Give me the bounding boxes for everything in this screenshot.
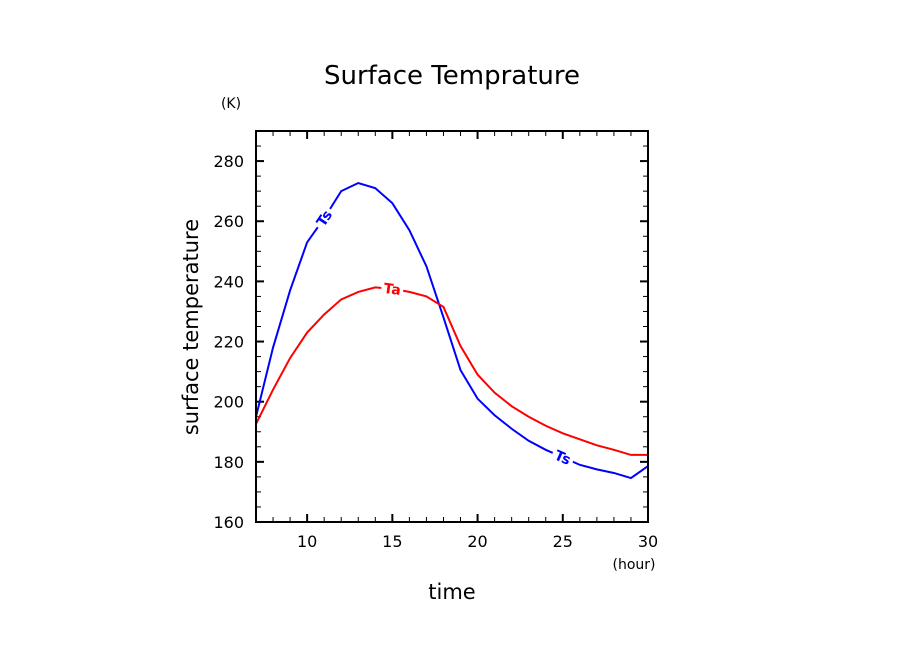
y-tick-label: 200: [213, 393, 244, 412]
y-axis-label: surface temperature: [179, 219, 203, 435]
series-label-ta: Ta: [383, 281, 402, 299]
x-tick-label: 20: [467, 532, 487, 551]
series-line-ts: [255, 181, 649, 480]
y-tick-label: 220: [213, 333, 244, 352]
x-unit-label: (hour): [613, 557, 656, 573]
x-axis-label: time: [428, 580, 475, 604]
y-tick-label: 260: [213, 212, 244, 231]
chart-title: Surface Temprature: [324, 61, 580, 91]
y-unit-label: (K): [221, 96, 241, 112]
y-tick-label: 240: [213, 272, 244, 291]
contour-label-bg: [311, 204, 337, 232]
series-label-ts: Ts: [314, 208, 336, 230]
series-label-ts: Ts: [552, 448, 573, 469]
series-lines: Ts Ts Ta: [255, 181, 649, 480]
series-line-ta: [255, 286, 648, 456]
y-tick-label: 180: [213, 453, 244, 472]
x-tick-label: 30: [638, 532, 658, 551]
contour-label-bg: [380, 279, 405, 299]
tick-labels: 10 15 20 25 30 160 180 200 220 240 260 280: [213, 152, 658, 551]
x-tick-label: 25: [553, 532, 573, 551]
y-tick-label: 280: [213, 152, 244, 171]
contour-label-bg: [549, 445, 577, 470]
x-tick-label: 10: [297, 532, 317, 551]
y-tick-label: 160: [213, 513, 244, 532]
x-tick-label: 15: [382, 532, 402, 551]
plot-frame: [255, 130, 649, 523]
